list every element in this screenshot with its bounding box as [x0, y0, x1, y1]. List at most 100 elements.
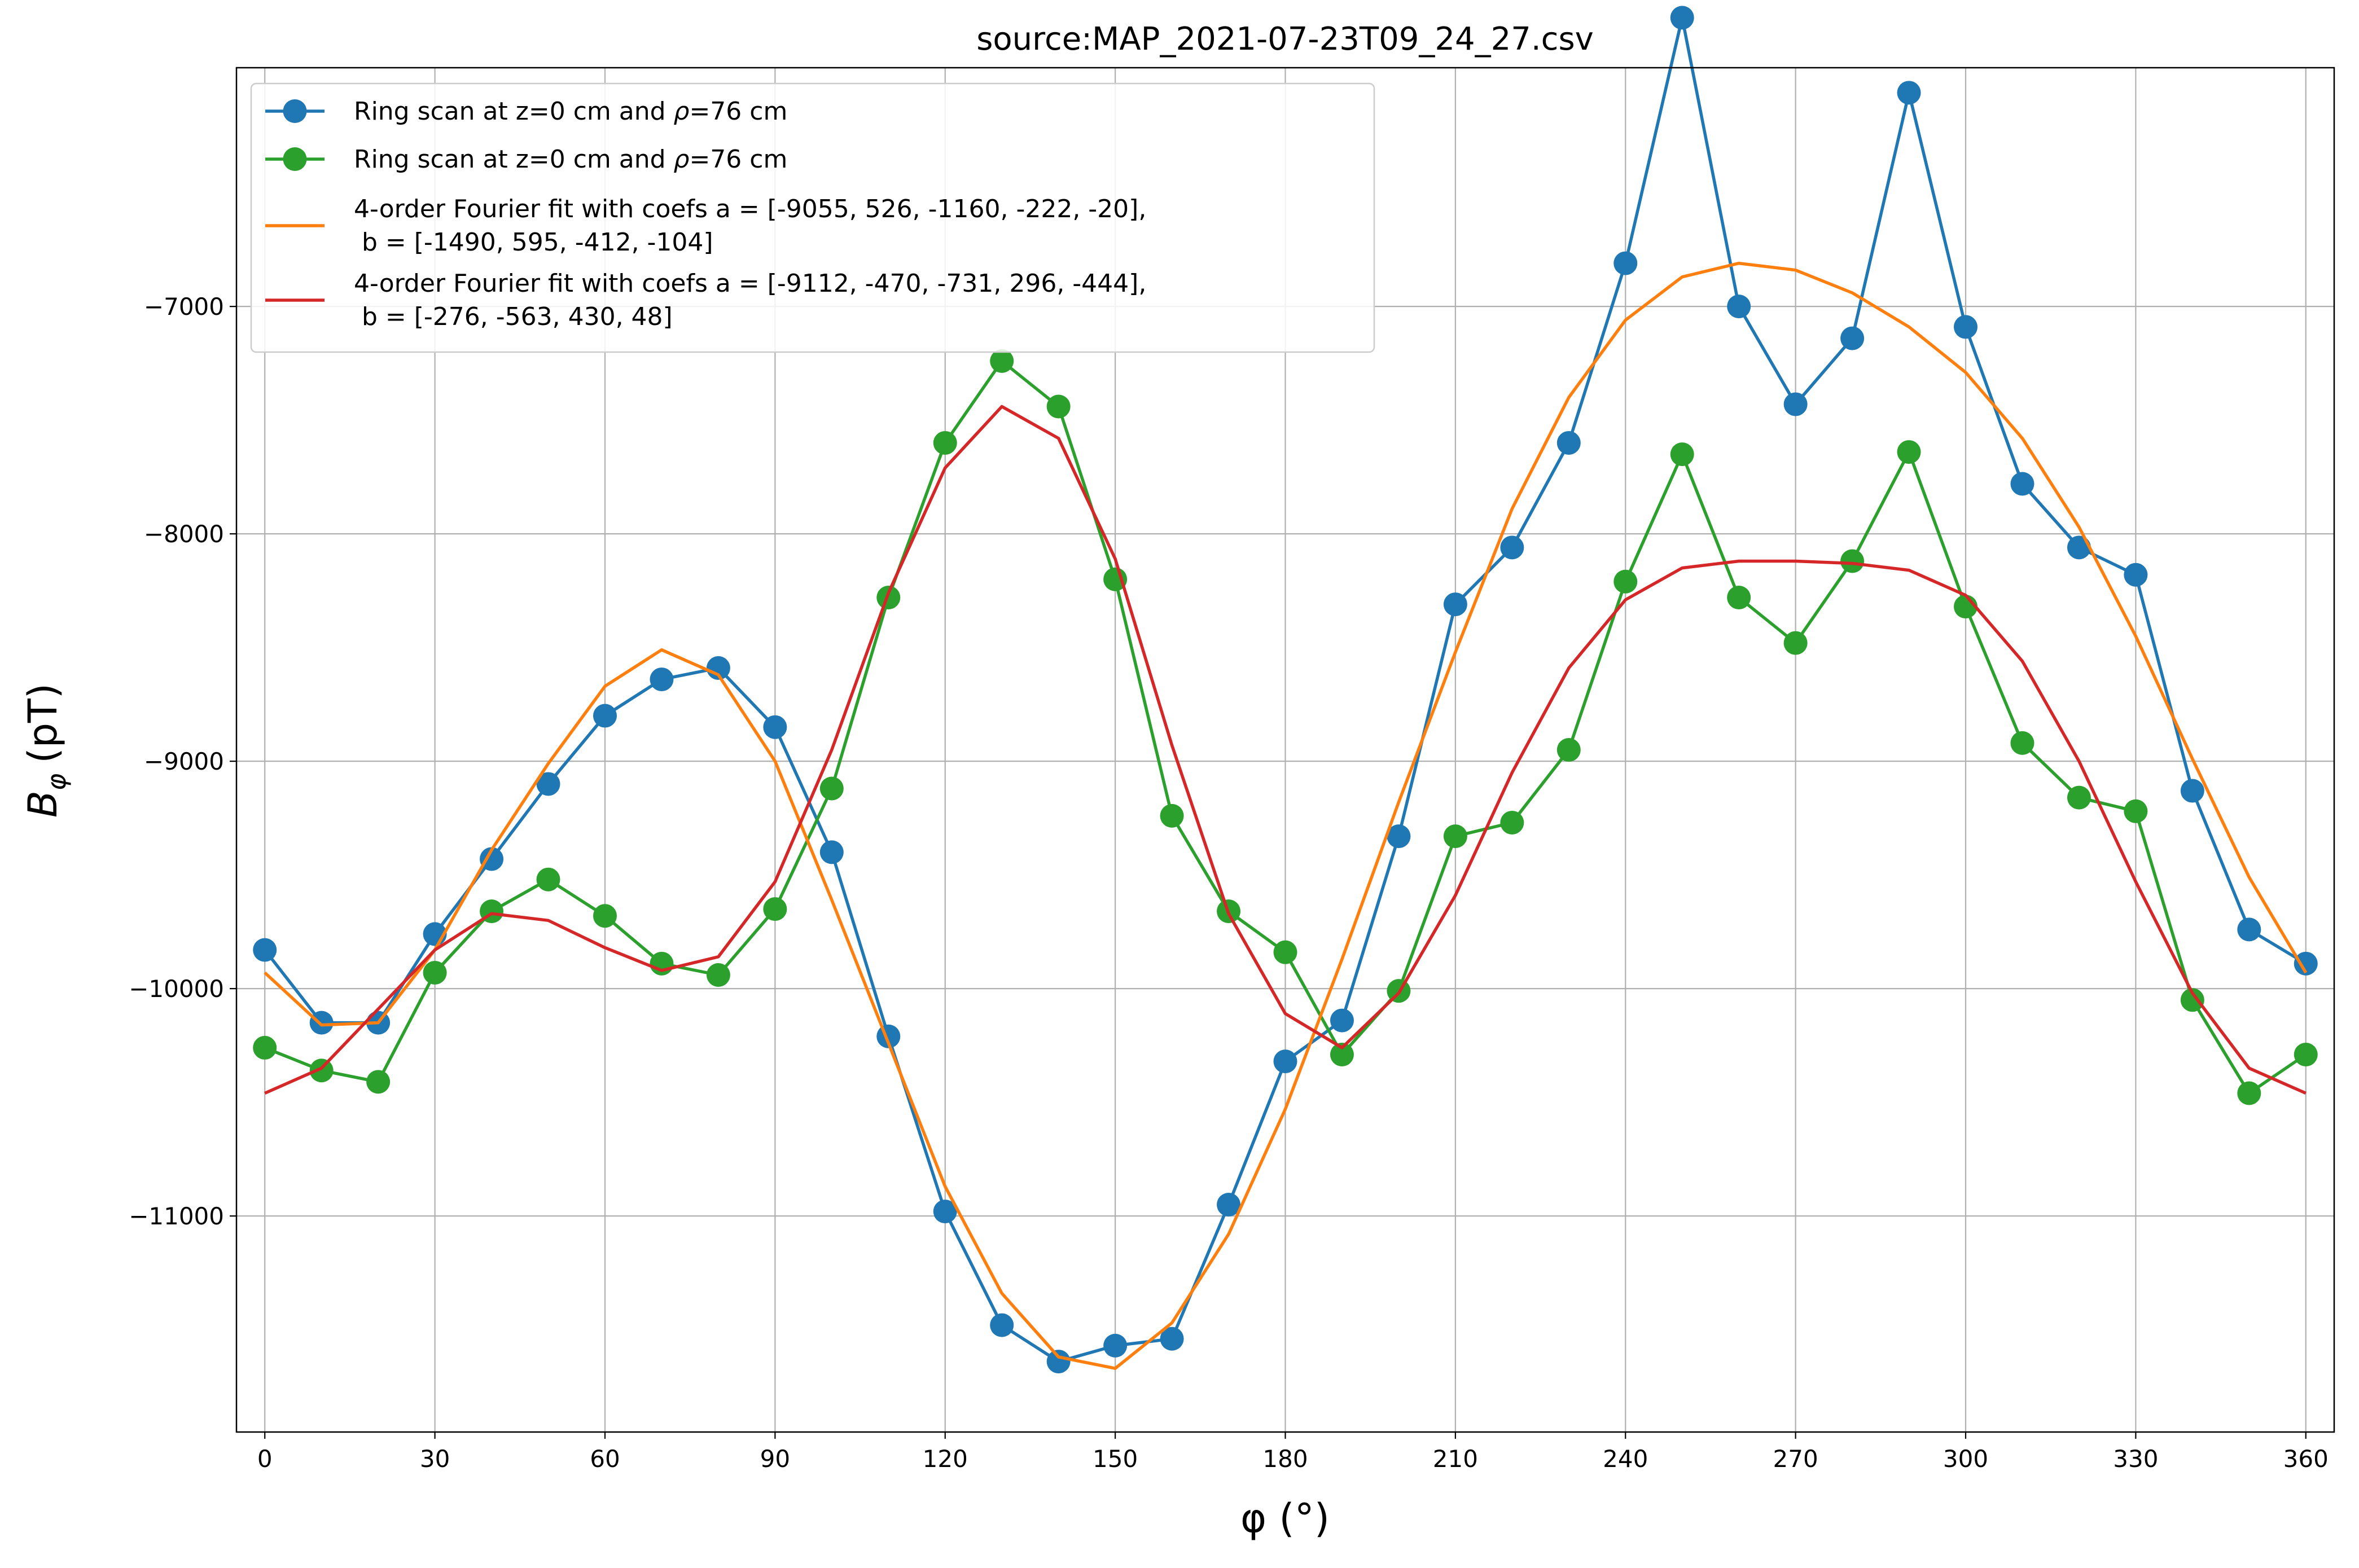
series-1-point — [706, 656, 730, 680]
series-2-point — [1613, 569, 1638, 594]
series-2-point — [1160, 803, 1184, 828]
series-2-point — [1783, 631, 1808, 655]
series-1-point — [1613, 251, 1638, 275]
series-1-point — [1046, 1350, 1071, 1374]
series-2-point — [1556, 738, 1581, 762]
series-1-point — [819, 840, 844, 864]
series-2-point — [2010, 731, 2034, 755]
series-1-point — [1727, 295, 1751, 319]
series-3-line — [264, 261, 2308, 1370]
series-2-point — [536, 867, 560, 891]
series-2-point — [253, 1035, 277, 1060]
chart-title: source:MAP_2021-07-23T09_24_27.csv — [976, 21, 1594, 58]
series-2-point — [2124, 799, 2148, 823]
series-2-point — [1500, 810, 1524, 834]
x-axis-label: φ (°) — [1240, 1495, 1330, 1541]
series-1-point — [1897, 81, 1921, 105]
series-2-point — [593, 904, 617, 928]
legend-box — [250, 82, 1375, 353]
ticks-layer: 0 30 60 90 120 150 180 210 240 270 300 330 360 −11000… — [129, 293, 2329, 1473]
series-4-line — [264, 405, 2307, 1095]
x-tick-label: 270 — [1773, 1445, 1818, 1473]
series-1-point — [2294, 951, 2318, 976]
series-2-point — [309, 1058, 334, 1083]
series-2-point — [1897, 440, 1921, 464]
series-2-point — [1727, 585, 1751, 609]
series-1-point — [309, 1011, 334, 1035]
series-1-point — [1840, 326, 1865, 350]
y-tick-label: −7000 — [144, 293, 224, 320]
series-1-point — [1103, 1333, 1128, 1358]
series-1-point — [2067, 535, 2091, 560]
series-1-point — [480, 847, 504, 871]
legend-label-4-line2: b = [-276, -563, 430, 48] — [354, 302, 673, 331]
series-2-point — [2237, 1081, 2261, 1105]
series-1-point — [650, 667, 674, 692]
series-2-point — [933, 431, 957, 455]
series-1-point — [1954, 315, 1978, 339]
series-1-point — [1443, 592, 1467, 617]
series-2-point — [1670, 442, 1694, 467]
y-axis-label: Bφ (pT) — [20, 683, 72, 818]
series-1-point — [2124, 563, 2148, 587]
x-tick-label: 60 — [590, 1445, 620, 1473]
x-tick-label: 120 — [923, 1445, 968, 1473]
x-tick-label: 150 — [1093, 1445, 1138, 1473]
series-1-point — [536, 772, 560, 796]
x-tick-label: 240 — [1603, 1445, 1648, 1473]
series-1-point — [1783, 392, 1808, 416]
series-1-point — [763, 715, 787, 739]
series-2-point — [1273, 940, 1297, 964]
y-tick-label: −11000 — [129, 1202, 224, 1230]
series-1-point — [253, 938, 277, 962]
series-1-point — [593, 704, 617, 728]
series-1-point — [933, 1200, 957, 1224]
series-1-point — [2010, 472, 2034, 496]
legend-label-3: 4-order Fourier fit with coefs a = [-905… — [354, 195, 1146, 223]
x-tick-label: 0 — [257, 1445, 273, 1473]
series-1-point — [990, 1313, 1014, 1337]
series-layer — [253, 6, 2318, 1374]
y-tick-label: −9000 — [144, 748, 224, 775]
series-2-point — [2180, 988, 2204, 1012]
legend-marker-1 — [283, 99, 307, 123]
legend-label-1: Ring scan at z=0 cm and ρ=76 cm — [354, 97, 787, 126]
series-1-point — [1330, 1008, 1354, 1033]
series-2-point — [706, 963, 730, 987]
series-2-point — [2067, 785, 2091, 810]
x-tick-label: 180 — [1262, 1445, 1308, 1473]
x-tick-label: 300 — [1943, 1445, 1988, 1473]
x-tick-label: 330 — [2113, 1445, 2158, 1473]
series-2-point — [1046, 394, 1071, 419]
series-2-point — [2294, 1043, 2318, 1067]
series-2-point — [763, 897, 787, 921]
series-1-point — [2237, 917, 2261, 942]
series-2-point — [366, 1070, 391, 1094]
legend-label-4: 4-order Fourier fit with coefs a = [-911… — [354, 269, 1146, 298]
x-tick-label: 90 — [760, 1445, 790, 1473]
y-axis-label-symbol: B — [20, 790, 66, 818]
legend: Ring scan at z=0 cm and ρ=76 cm Ring scan… — [250, 82, 1375, 353]
series-1-point — [1273, 1049, 1297, 1074]
series-2-point — [1443, 824, 1467, 849]
legend-label-2: Ring scan at z=0 cm and ρ=76 cm — [354, 145, 787, 174]
y-tick-label: −8000 — [144, 520, 224, 548]
series-2-point — [990, 349, 1014, 373]
series-2-point — [423, 960, 447, 985]
series-1-point — [1387, 824, 1411, 849]
series-1-point — [1160, 1327, 1184, 1351]
series-2-point — [1840, 549, 1865, 573]
y-tick-label: −10000 — [129, 975, 224, 1003]
series-1-point — [1217, 1193, 1241, 1216]
plot-frame — [235, 67, 2335, 1433]
series-1-point — [1500, 535, 1524, 560]
series-1-point — [1556, 431, 1581, 455]
legend-marker-2 — [283, 147, 307, 171]
series-2-point — [1330, 1043, 1354, 1067]
legend-label-3-line2: b = [-1490, 595, -412, -104] — [354, 228, 713, 257]
series-2-point — [819, 776, 844, 801]
series-1-point — [2180, 779, 2204, 803]
y-axis-label-subscript: φ — [41, 774, 72, 790]
